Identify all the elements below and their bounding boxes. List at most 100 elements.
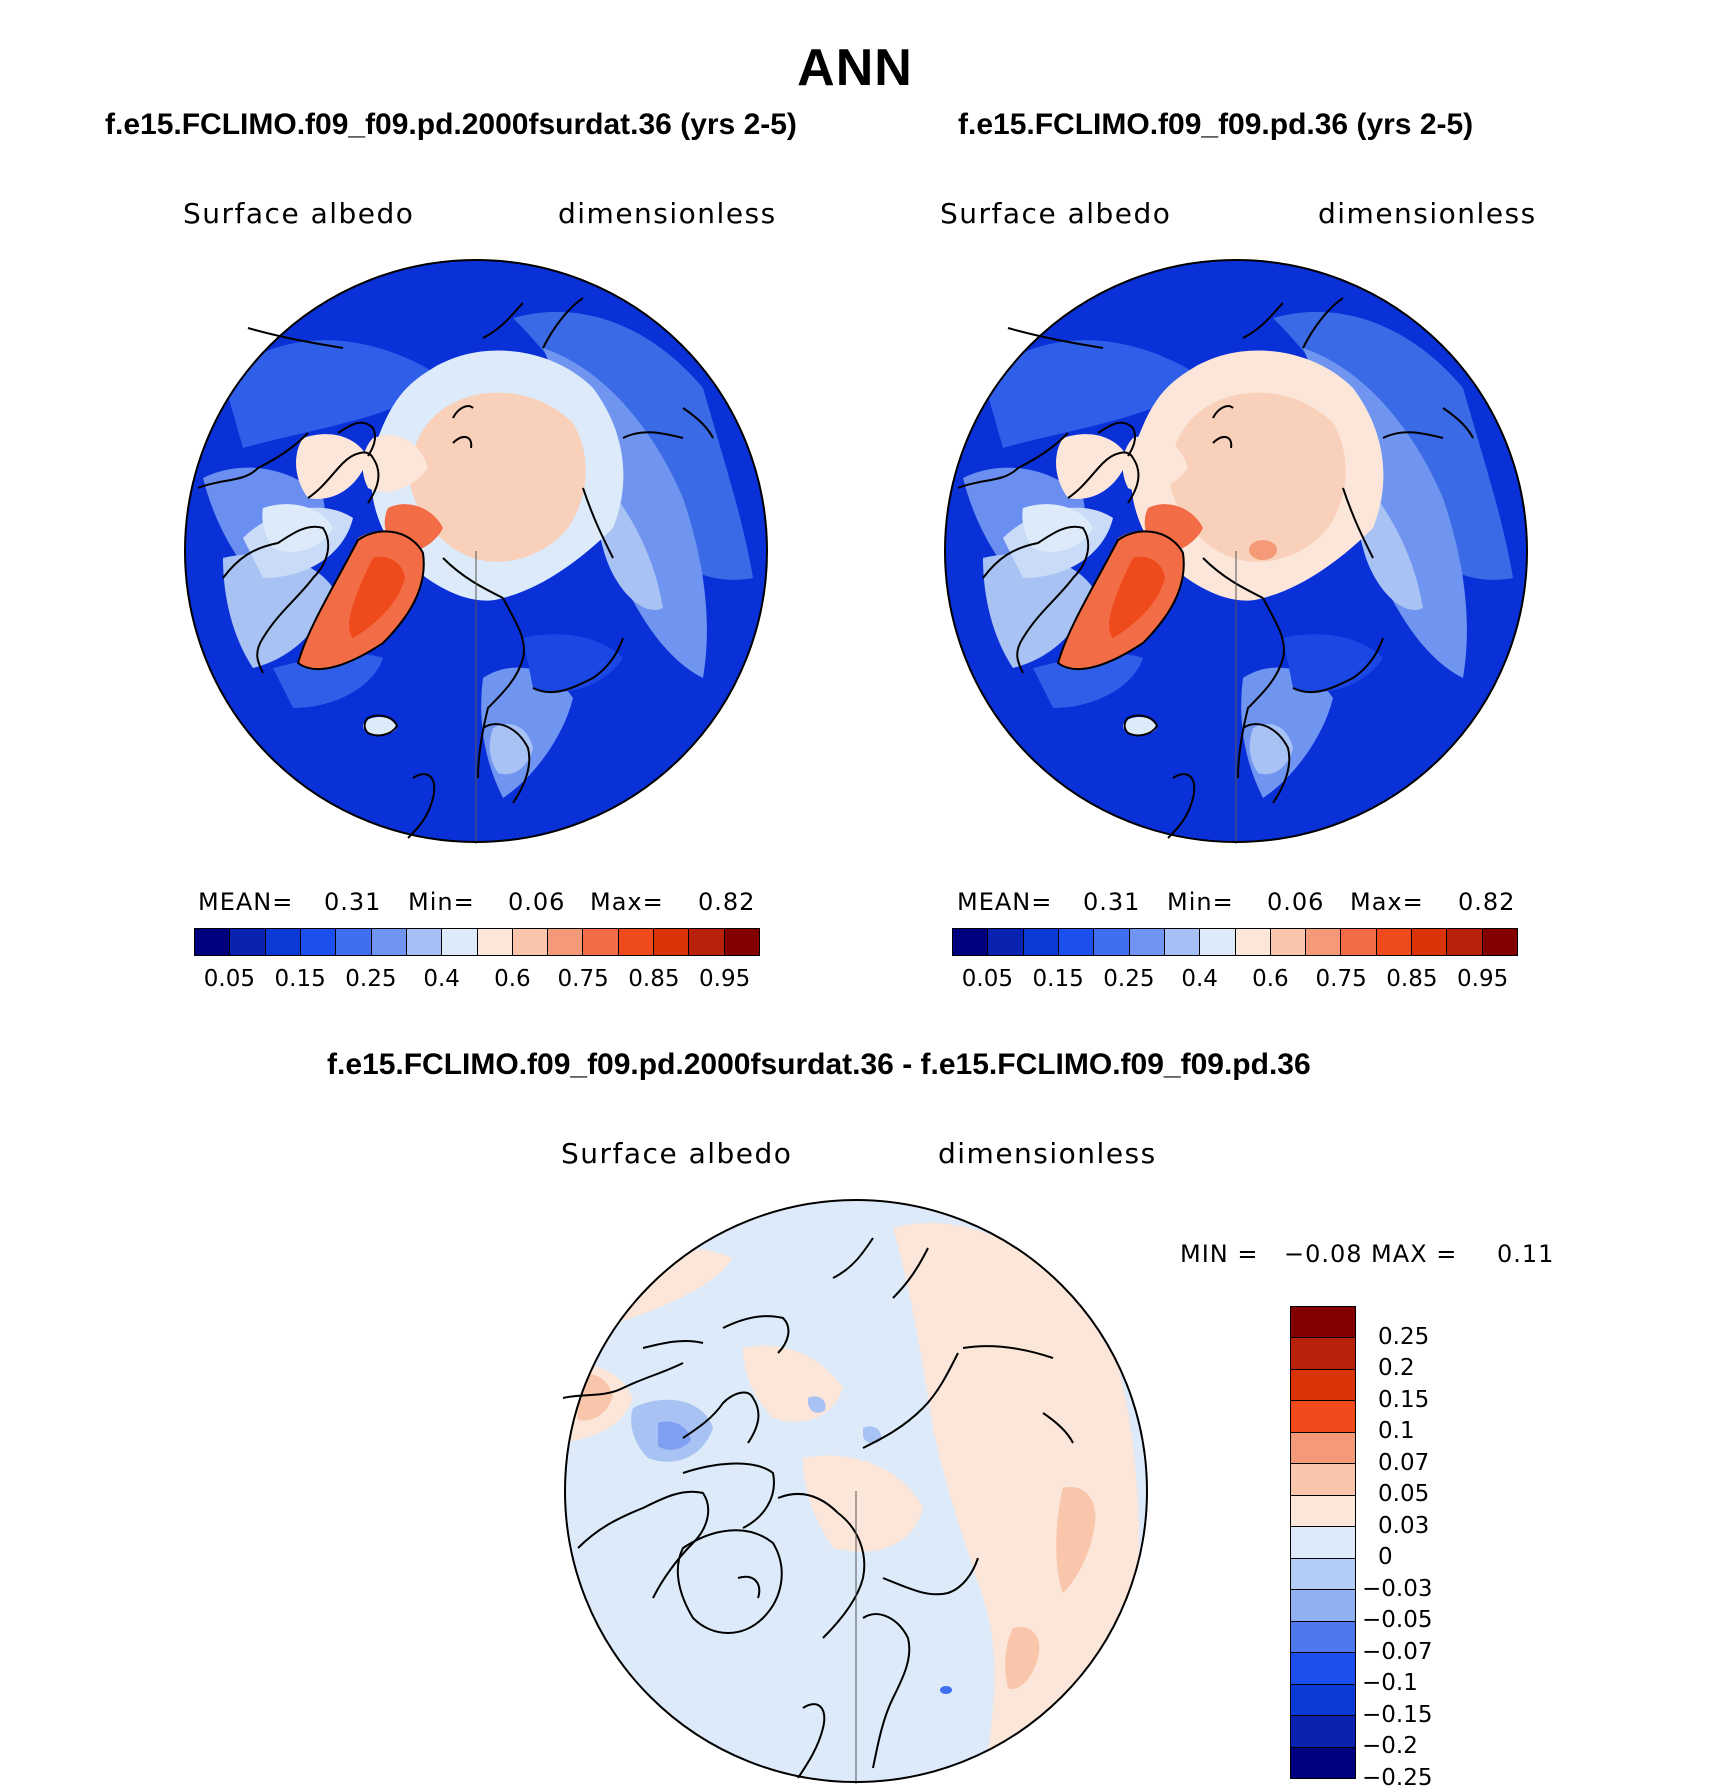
diff-colorbar-swatch (1291, 1369, 1355, 1402)
panel1-colorbar-tick-label: 0.4 (423, 966, 460, 992)
panel2-colorbar-tick-label: 0.15 (1032, 966, 1084, 992)
diff-colorbar-swatch (1291, 1747, 1355, 1779)
diff-colorbar-tick-label: 0 (1378, 1544, 1393, 1571)
panel1-colorbar-swatch (406, 929, 443, 955)
panel1-colorbar-swatch (654, 929, 690, 955)
panel1-colorbar-swatch (618, 929, 655, 955)
panel1-polar-map (184, 259, 768, 844)
panel2-colorbar-tick-label: 0.05 (961, 966, 1013, 992)
diff-colorbar-tick-label: 0.15 (1378, 1386, 1430, 1413)
panel1-colorbar-tick-label: 0.15 (274, 966, 326, 992)
panel2-colorbar-swatch (1023, 929, 1059, 955)
panel1-max-value: 0.82 (698, 888, 756, 916)
panel1-colorbar-swatch (336, 929, 372, 955)
diff-colorbar-tick-label: 0.03 (1378, 1512, 1430, 1539)
panel1-colorbar-swatch (265, 929, 301, 955)
page-title: ANN (797, 39, 913, 97)
panel2-colorbar-swatch (1341, 929, 1377, 955)
diff-colorbar-swatch (1291, 1527, 1355, 1559)
panel1-colorbar-swatch (477, 929, 513, 955)
diff-colorbar-swatch (1291, 1590, 1355, 1622)
diff-colorbar-tick-label: 0.25 (1378, 1323, 1430, 1350)
diff-min-label: MIN = (1180, 1240, 1259, 1268)
panel1-colorbar-swatch (371, 929, 407, 955)
panel2-colorbar-swatch (1270, 929, 1307, 955)
panel1-colorbar-swatch (512, 929, 549, 955)
diff-colorbar-tick-label: −0.07 (1362, 1638, 1433, 1665)
diff-colorbar-swatch (1291, 1684, 1355, 1717)
diff-colorbar-tick-label: 0.1 (1378, 1418, 1415, 1445)
panel2-colorbar-tick-label: 0.4 (1181, 966, 1218, 992)
panel1-colorbar-tick-label: 0.85 (628, 966, 680, 992)
panel2-colorbar-tick-label: 0.85 (1386, 966, 1438, 992)
panel2-colorbar-tick-label: 0.25 (1103, 966, 1155, 992)
panel2-colorbar (952, 928, 1518, 956)
panel2-colorbar-tick-label: 0.95 (1457, 966, 1509, 992)
panel1-min-value: 0.06 (508, 888, 566, 916)
panel1-colorbar-swatch (442, 929, 478, 955)
diff-colorbar-swatch (1291, 1495, 1355, 1528)
panel1-units-label: dimensionless (558, 197, 777, 230)
panel1-colorbar-tick-label: 0.05 (203, 966, 255, 992)
diff-polar-map (562, 1199, 1148, 1784)
panel2-case-title: f.e15.FCLIMO.f09_f09.pd.36 (yrs 2-5) (958, 108, 1474, 141)
diff-colorbar-swatch (1291, 1558, 1355, 1591)
panel1-colorbar-swatch (724, 929, 759, 955)
diff-colorbar-tick-label: −0.05 (1362, 1607, 1433, 1634)
panel2-units-label: dimensionless (1318, 197, 1537, 230)
diff-colorbar (1290, 1306, 1356, 1779)
panel2-colorbar-swatch (988, 929, 1024, 955)
panel2-colorbar-swatch (1447, 929, 1483, 955)
panel1-colorbar-swatch (689, 929, 725, 955)
panel1-colorbar-swatch (230, 929, 266, 955)
diff-colorbar-tick-label: −0.15 (1362, 1701, 1433, 1728)
panel1-colorbar-labels: 0.05 0.15 0.25 0.4 0.6 0.75 0.85 0.95 (194, 966, 760, 996)
panel2-colorbar-swatch (1058, 929, 1095, 955)
panel1-colorbar-swatch (300, 929, 337, 955)
panel1-case-title: f.e15.FCLIMO.f09_f09.pd.2000fsurdat.36 (… (105, 108, 797, 141)
panel2-colorbar-swatch (1094, 929, 1130, 955)
panel2-colorbar-swatch (1235, 929, 1271, 955)
diff-max-label: MAX = (1371, 1240, 1458, 1268)
diff-colorbar-tick-label: −0.2 (1362, 1733, 1418, 1760)
diff-colorbar-swatch (1291, 1401, 1355, 1433)
diff-colorbar-tick-label: 0.2 (1378, 1355, 1415, 1382)
panel2-colorbar-swatch (1306, 929, 1342, 955)
diff-colorbar-tick-label: −0.25 (1362, 1765, 1433, 1791)
diff-colorbar-swatch (1291, 1338, 1355, 1370)
panel1-colorbar-swatch (195, 929, 231, 955)
diff-colorbar-tick-label: −0.03 (1362, 1575, 1433, 1602)
panel1-mean-label: MEAN= (198, 888, 294, 916)
panel1-min-label: Min= (408, 888, 475, 916)
panel2-colorbar-swatch (1482, 929, 1517, 955)
diff-min-value: −0.08 (1284, 1240, 1363, 1268)
diff-units-label: dimensionless (938, 1137, 1157, 1170)
diff-panel-title: f.e15.FCLIMO.f09_f09.pd.2000fsurdat.36 -… (327, 1048, 1311, 1081)
diff-colorbar-swatch (1291, 1307, 1355, 1339)
panel2-max-value: 0.82 (1458, 888, 1516, 916)
diff-variable-label: Surface albedo (561, 1137, 793, 1170)
diff-colorbar-tick-label: −0.1 (1362, 1670, 1418, 1697)
panel1-max-label: Max= (590, 888, 664, 916)
diff-colorbar-swatch (1291, 1464, 1355, 1496)
panel1-colorbar-swatch (548, 929, 584, 955)
panel2-colorbar-swatch (1200, 929, 1236, 955)
panel1-colorbar-tick-label: 0.95 (699, 966, 751, 992)
panel2-colorbar-swatch (1412, 929, 1448, 955)
diff-colorbar-swatch (1291, 1432, 1355, 1465)
panel2-mean-value: 0.31 (1083, 888, 1141, 916)
diff-colorbar-labels: 0.25 0.2 0.15 0.1 0.07 0.05 0.03 0 −0.03 −0.05 −0.… (1362, 1306, 1482, 1791)
panel2-max-label: Max= (1350, 888, 1424, 916)
panel2-min-value: 0.06 (1267, 888, 1325, 916)
panel2-polar-map (944, 259, 1528, 844)
panel1-colorbar (194, 928, 760, 956)
panel2-colorbar-tick-label: 0.75 (1315, 966, 1367, 992)
diff-colorbar-swatch (1291, 1621, 1355, 1654)
panel2-min-label: Min= (1167, 888, 1234, 916)
diff-colorbar-tick-label: 0.07 (1378, 1449, 1430, 1476)
panel1-colorbar-swatch (583, 929, 619, 955)
panel2-variable-label: Surface albedo (940, 197, 1172, 230)
panel2-colorbar-tick-label: 0.6 (1252, 966, 1289, 992)
diff-colorbar-swatch (1291, 1653, 1355, 1685)
panel1-mean-value: 0.31 (324, 888, 382, 916)
